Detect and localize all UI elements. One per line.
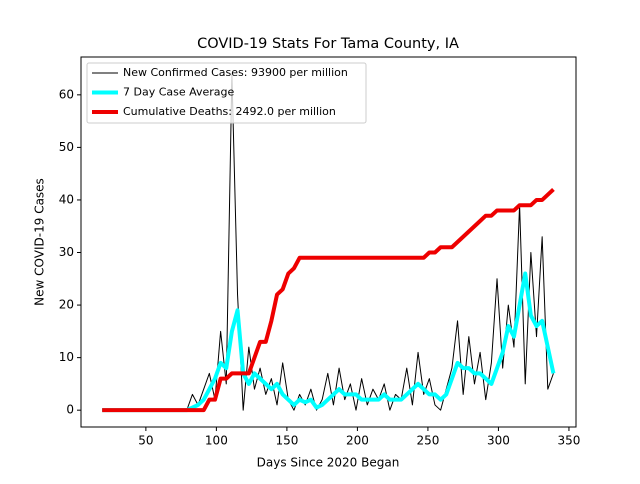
x-tick-label: 50 — [138, 434, 153, 448]
legend-label: New Confirmed Cases: 93900 per million — [123, 66, 348, 79]
x-tick-label: 300 — [487, 434, 510, 448]
x-tick-label: 100 — [205, 434, 228, 448]
y-tick-label: 0 — [66, 403, 74, 417]
chart-title: COVID-19 Stats For Tama County, IA — [197, 36, 459, 52]
x-axis-label: Days Since 2020 Began — [257, 456, 400, 470]
plot-frame — [80, 56, 577, 428]
y-tick-label: 40 — [59, 192, 74, 206]
x-tick-label: 200 — [346, 434, 369, 448]
legend-label: Cumulative Deaths: 2492.0 per million — [123, 105, 336, 118]
y-axis-label: New COVID-19 Cases — [33, 178, 47, 306]
legend-label: 7 Day Case Average — [123, 86, 235, 99]
y-tick-label: 60 — [59, 87, 74, 101]
y-tick-label: 50 — [59, 140, 74, 154]
legend-box — [86, 62, 367, 124]
x-tick-label: 250 — [416, 434, 439, 448]
y-tick-label: 10 — [59, 350, 74, 364]
x-tick-label: 150 — [275, 434, 298, 448]
y-tick-label: 30 — [59, 245, 74, 259]
series-line — [102, 187, 555, 413]
x-tick-label: 350 — [557, 434, 580, 448]
y-tick-label: 20 — [59, 298, 74, 312]
